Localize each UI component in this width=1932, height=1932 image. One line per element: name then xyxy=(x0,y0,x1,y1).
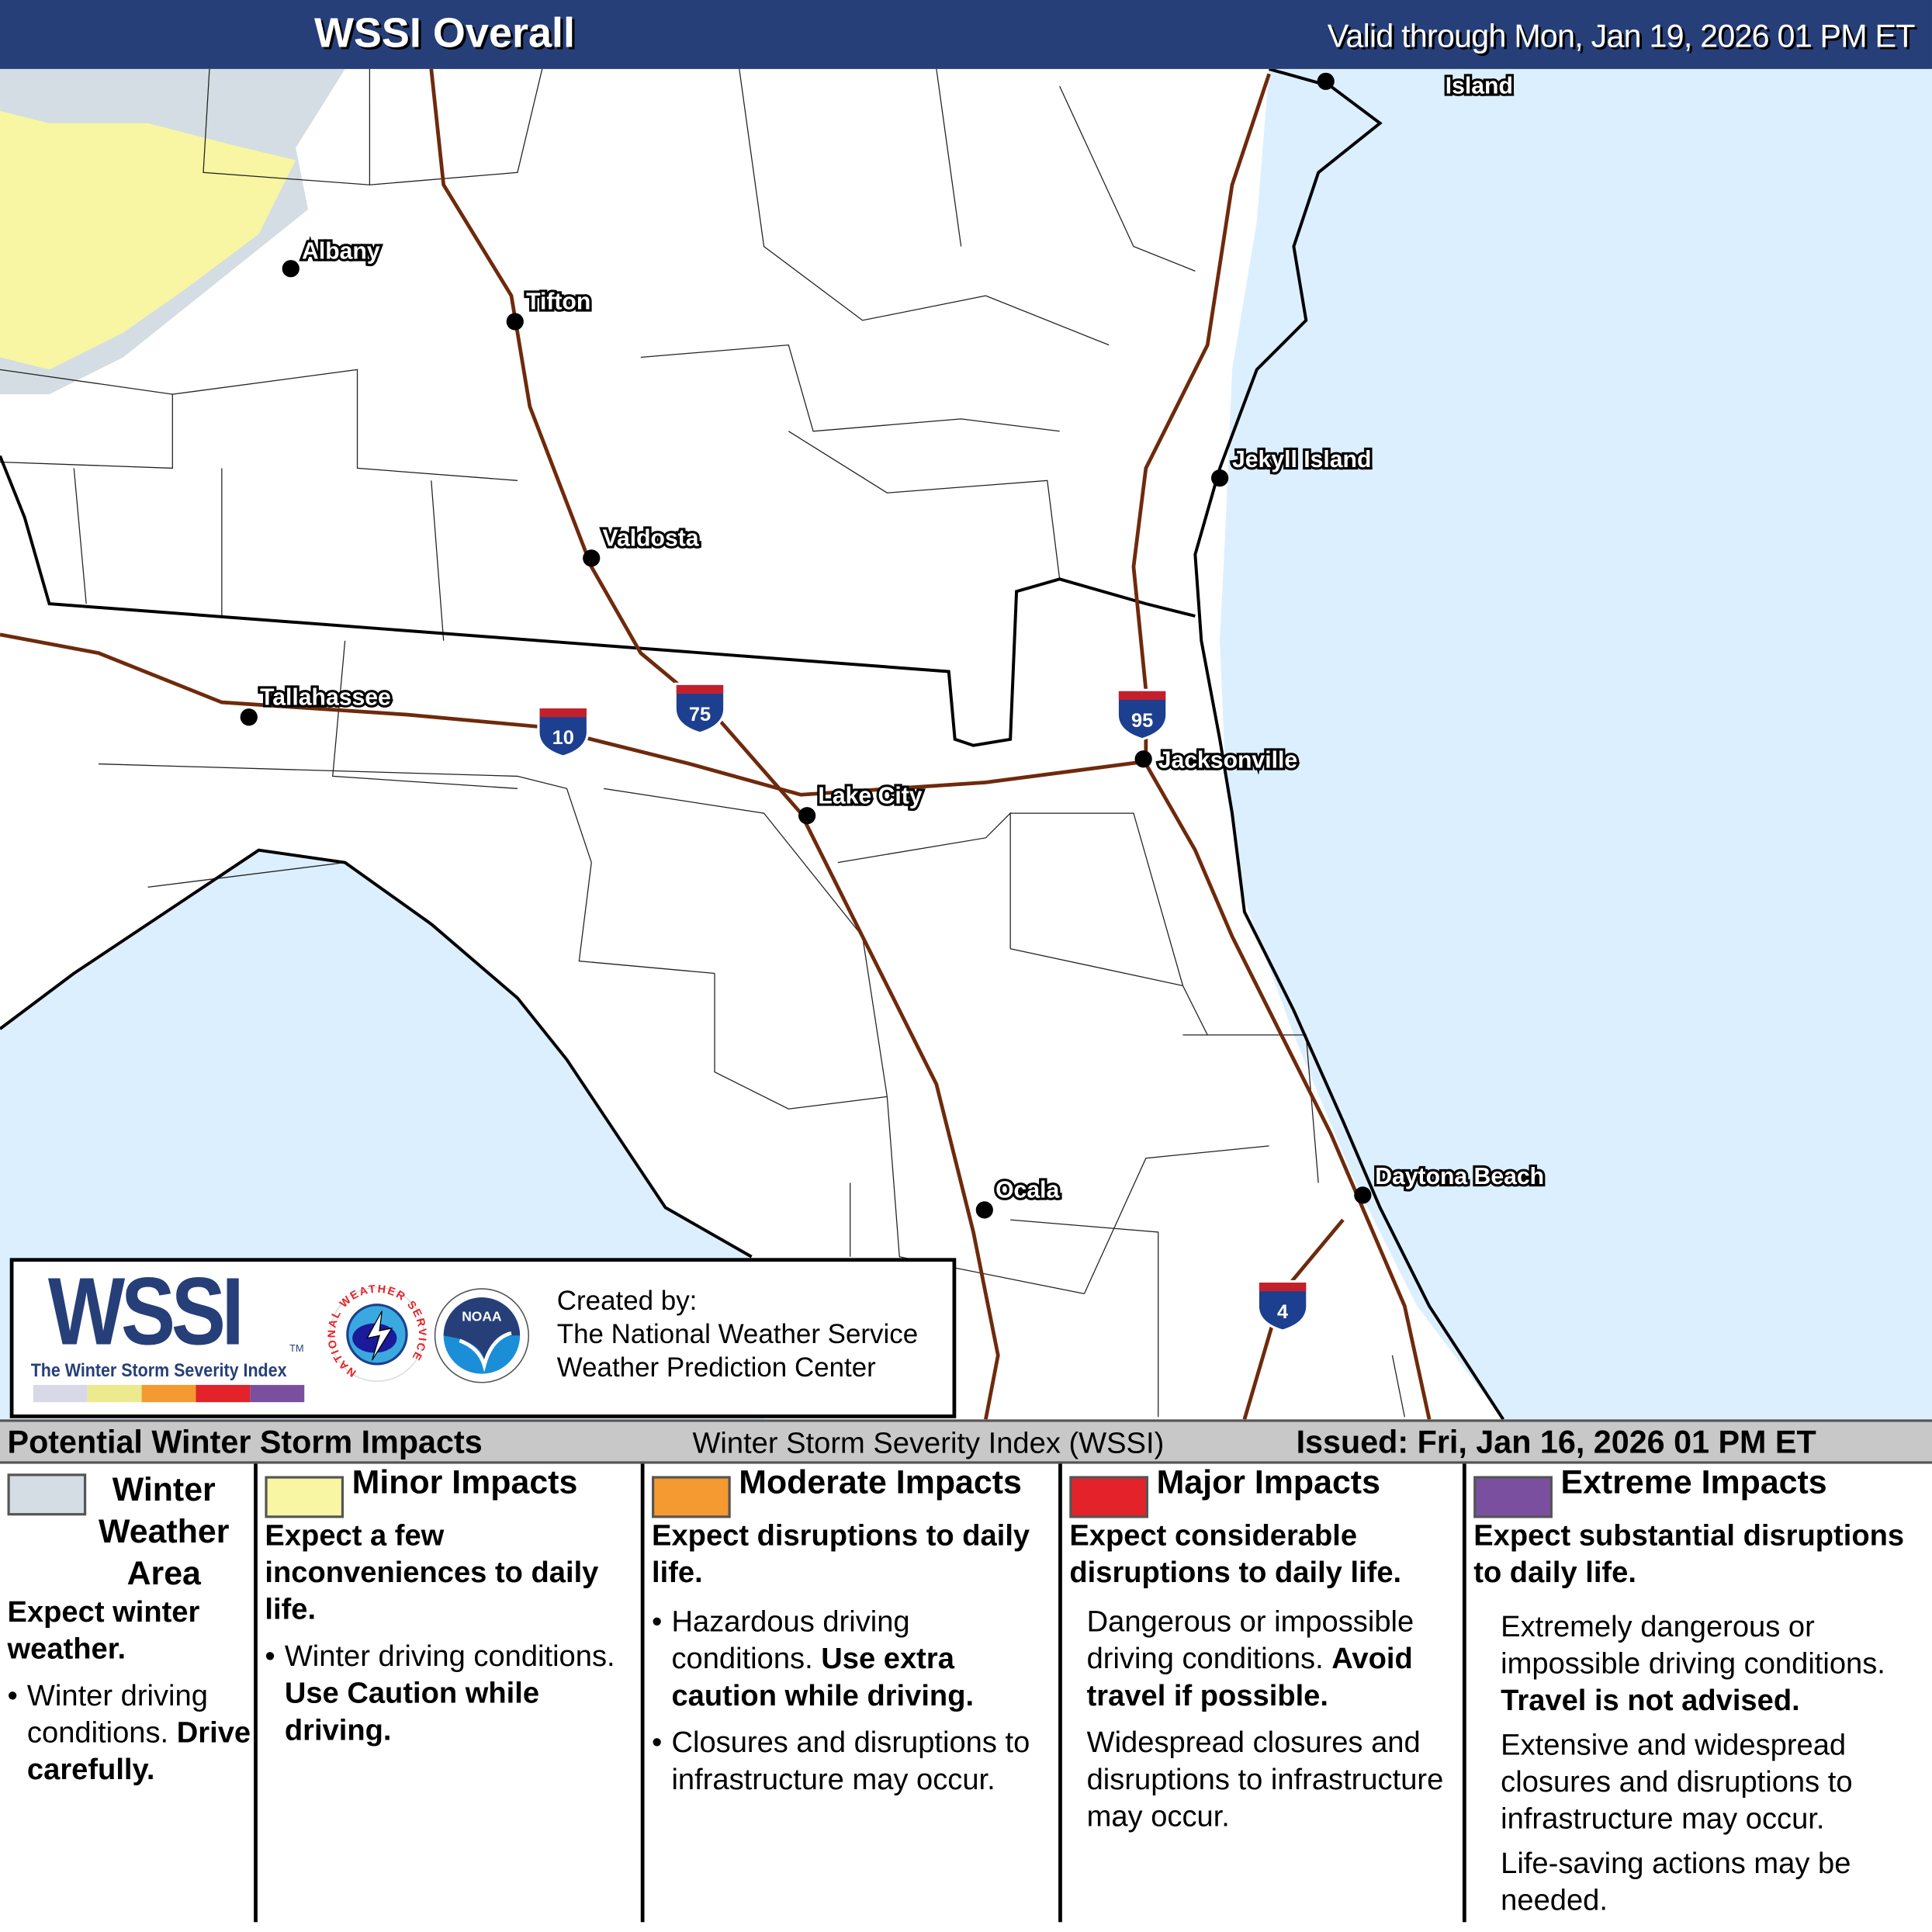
i10-shield-icon: 10 xyxy=(537,705,590,758)
moderate-swatch xyxy=(652,1476,731,1518)
legend-extreme-impacts: Extreme Impacts Expect substantial disru… xyxy=(1466,1464,1932,1923)
header-bar: WSSI Overall Valid through Mon, Jan 19, … xyxy=(0,0,1932,69)
county-lines xyxy=(0,68,1405,1418)
svg-text:Jacksonville: Jacksonville xyxy=(1158,747,1297,773)
wssi-tm: TM xyxy=(289,1342,304,1355)
legend-title: Potential Winter Storm Impacts xyxy=(7,1423,483,1460)
nws-logo-icon: NATIONAL WEATHER SERVICE xyxy=(327,1284,426,1382)
noaa-logo-icon: NOAA xyxy=(434,1288,530,1383)
extreme-summary: Expect substantial disruptions to daily … xyxy=(1473,1519,1905,1590)
i75-shield-icon: 75 xyxy=(673,682,726,735)
major-swatch xyxy=(1069,1476,1149,1518)
city-tifton: Tifton xyxy=(506,286,593,331)
coastline xyxy=(0,68,1505,1420)
issued-time: Issued: Fri, Jan 16, 2026 01 PM ET xyxy=(1296,1423,1816,1460)
index-name: Winter Storm Severity Index (WSSI) xyxy=(692,1426,1165,1460)
created-by-wpc: Weather Prediction Center xyxy=(556,1352,876,1383)
winter-area-summary: Expect winter weather. xyxy=(7,1595,200,1666)
created-by-label: Created by: xyxy=(556,1285,698,1316)
minor-impacts-area xyxy=(0,110,296,370)
created-by-nws: The National Weather Service xyxy=(556,1318,919,1349)
i95-route xyxy=(1131,73,1432,1420)
created-by: Created by: The National Weather Service… xyxy=(557,1284,918,1384)
major-summary: Expect considerable disruptions to daily… xyxy=(1069,1519,1402,1590)
minor-bullet: Winter driving conditions. Use Caution w… xyxy=(265,1639,640,1750)
legend-major-impacts: Major Impacts Expect considerable disrup… xyxy=(1062,1463,1466,1923)
city-albany: Albany xyxy=(282,236,383,278)
impact-legend: Winter Weather Area Expect winter weathe… xyxy=(0,1463,1932,1932)
wssi-color-bar xyxy=(33,1384,305,1403)
svg-text:Valdosta: Valdosta xyxy=(603,525,699,551)
credits-box: WSSI TM The Winter Storm Severity Index … xyxy=(9,1256,957,1418)
winter-area-title-1: Winter xyxy=(112,1471,216,1508)
valid-through: Valid through Mon, Jan 19, 2026 01 PM ET xyxy=(1327,17,1916,54)
i95-shield-icon: 95 xyxy=(1116,688,1169,741)
extreme-driving: Extremely dangerous or impossible drivin… xyxy=(1501,1610,1885,1718)
legend-winter-weather-area: Winter Weather Area Expect winter weathe… xyxy=(0,1463,258,1923)
wssi-logo: WSSI xyxy=(47,1256,244,1366)
interstate-shields: 10 75 95 4 xyxy=(537,682,1309,1332)
extreme-swatch xyxy=(1473,1476,1553,1518)
moderate-bullet-2: Closures and disruptions to infrastructu… xyxy=(652,1725,1058,1799)
map-title: WSSI Overall xyxy=(313,9,576,57)
city-jekyll-island: Jekyll Island xyxy=(1211,445,1374,487)
legend-moderate-impacts: Moderate Impacts Expect disruptions to d… xyxy=(645,1463,1062,1923)
svg-text:10: 10 xyxy=(552,727,574,749)
city-ocala: Ocala xyxy=(975,1175,1062,1219)
wssi-subtitle: The Winter Storm Severity Index xyxy=(30,1360,287,1382)
moderate-summary: Expect disruptions to daily life. xyxy=(652,1519,1030,1590)
svg-text:Ocala: Ocala xyxy=(995,1178,1059,1203)
city-dot-north xyxy=(1317,72,1335,90)
moderate-bullet-1: Hazardous driving conditions. Use extra … xyxy=(652,1605,1058,1716)
city-jacksonville: Jacksonville xyxy=(1134,745,1300,776)
state-line xyxy=(0,455,1196,747)
city-tallahassee: Tallahassee xyxy=(240,682,393,726)
extreme-life-saving: Life-saving actions may be needed. xyxy=(1501,1847,1851,1917)
legend-title-bar: Potential Winter Storm Impacts Winter St… xyxy=(0,1419,1932,1464)
svg-text:Tifton: Tifton xyxy=(526,289,590,315)
winter-area-title-3: Area xyxy=(126,1555,201,1592)
extreme-closures: Extensive and widespread closures and di… xyxy=(1501,1728,1853,1837)
impact-map: Albany Tifton Valdosta Tallahassee Lake … xyxy=(0,68,1932,1420)
i4-shield-icon: 4 xyxy=(1256,1279,1309,1332)
svg-text:95: 95 xyxy=(1131,710,1153,732)
city-island-partial: Island xyxy=(1446,74,1513,99)
city-valdosta: Valdosta xyxy=(583,523,701,567)
city-lake-city: Lake City xyxy=(798,781,925,825)
city-daytona-beach: Daytona Beach xyxy=(1354,1162,1546,1204)
major-driving: Dangerous or impossible driving conditio… xyxy=(1086,1605,1414,1713)
svg-text:Tallahassee: Tallahassee xyxy=(260,684,391,710)
svg-text:Lake City: Lake City xyxy=(818,783,922,808)
svg-text:Daytona Beach: Daytona Beach xyxy=(1375,1164,1544,1189)
city-markers: Albany Tifton Valdosta Tallahassee Lake … xyxy=(240,71,1546,1219)
svg-text:Jekyll Island: Jekyll Island xyxy=(1232,447,1371,473)
svg-text:Albany: Albany xyxy=(302,238,380,264)
winter-area-swatch xyxy=(7,1473,87,1516)
svg-text:NOAA: NOAA xyxy=(462,1308,502,1324)
winter-area-title-2: Weather xyxy=(99,1513,230,1550)
svg-text:75: 75 xyxy=(689,704,711,725)
winter-area-bullet: Winter driving conditions. Drive careful… xyxy=(8,1678,254,1789)
major-closures: Widespread closures and disruptions to i… xyxy=(1086,1726,1444,1833)
atlantic-ocean xyxy=(1220,68,1932,1420)
minor-swatch xyxy=(265,1476,345,1518)
svg-text:4: 4 xyxy=(1277,1301,1288,1323)
legend-minor-impacts: Minor Impacts Expect a few inconvenience… xyxy=(258,1463,645,1923)
minor-summary: Expect a few inconveniences to daily lif… xyxy=(265,1519,599,1627)
